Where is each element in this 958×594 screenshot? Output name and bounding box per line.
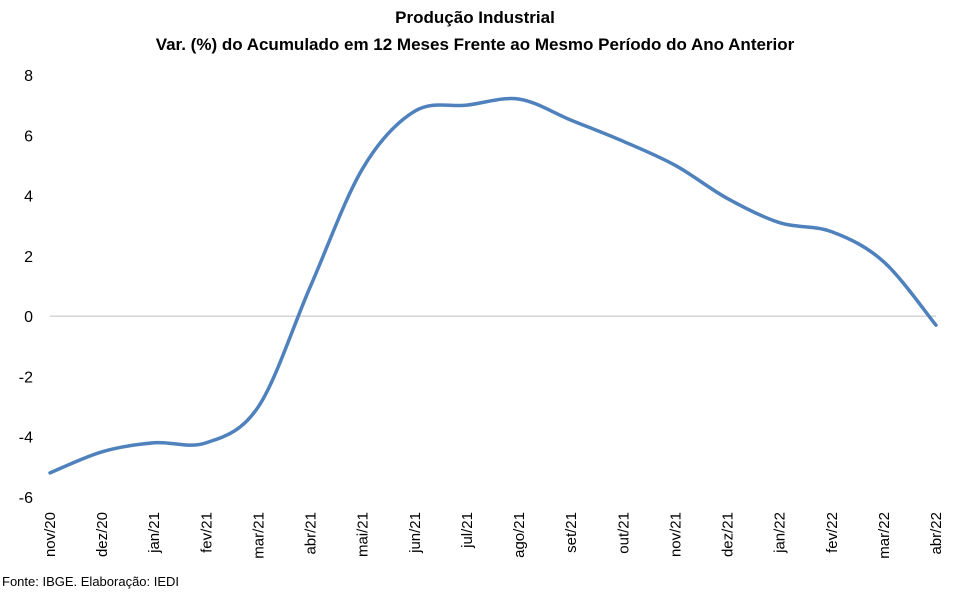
x-tick-label: nov/21 <box>667 512 684 557</box>
x-tick-label: jun/21 <box>407 512 424 554</box>
source-note: Fonte: IBGE. Elaboração: IEDI <box>2 574 180 589</box>
x-tick-label: dez/20 <box>94 512 111 557</box>
x-tick-label: mar/22 <box>876 512 893 559</box>
x-tick-label: jan/21 <box>146 512 163 554</box>
x-tick-label: nov/20 <box>42 512 59 557</box>
y-tick-label: -4 <box>19 430 33 447</box>
x-tick-label: mar/21 <box>250 512 267 559</box>
x-tick-label: fev/22 <box>824 512 841 553</box>
x-tick-label: fev/21 <box>198 512 215 553</box>
x-tick-label: jan/22 <box>772 512 789 554</box>
y-tick-label: 0 <box>24 309 33 326</box>
x-axis-tick-labels: nov/20 dez/20 jan/21 fev/21 mar/21 abr/21 mai/… <box>42 512 945 559</box>
y-axis-tick-labels: -6 -4 -2 0 2 4 6 8 <box>19 68 33 507</box>
x-tick-label: mai/21 <box>355 512 372 557</box>
x-tick-label: ago/21 <box>511 512 528 558</box>
y-tick-label: -6 <box>19 490 33 507</box>
y-tick-label: 6 <box>24 128 33 145</box>
y-tick-label: 8 <box>24 68 33 85</box>
y-tick-label: 2 <box>24 249 33 266</box>
chart-subtitle: Var. (%) do Acumulado em 12 Meses Frente… <box>156 35 795 54</box>
x-tick-label: jul/21 <box>459 512 476 549</box>
y-tick-label: -2 <box>19 369 33 386</box>
y-tick-label: 4 <box>24 189 33 206</box>
x-tick-label: abr/21 <box>303 512 320 555</box>
x-tick-label: abr/22 <box>928 512 945 555</box>
x-tick-label: out/21 <box>615 512 632 554</box>
chart-title: Produção Industrial <box>395 8 555 27</box>
x-tick-label: dez/21 <box>720 512 737 557</box>
x-tick-label: set/21 <box>563 512 580 553</box>
series-line <box>48 96 938 475</box>
